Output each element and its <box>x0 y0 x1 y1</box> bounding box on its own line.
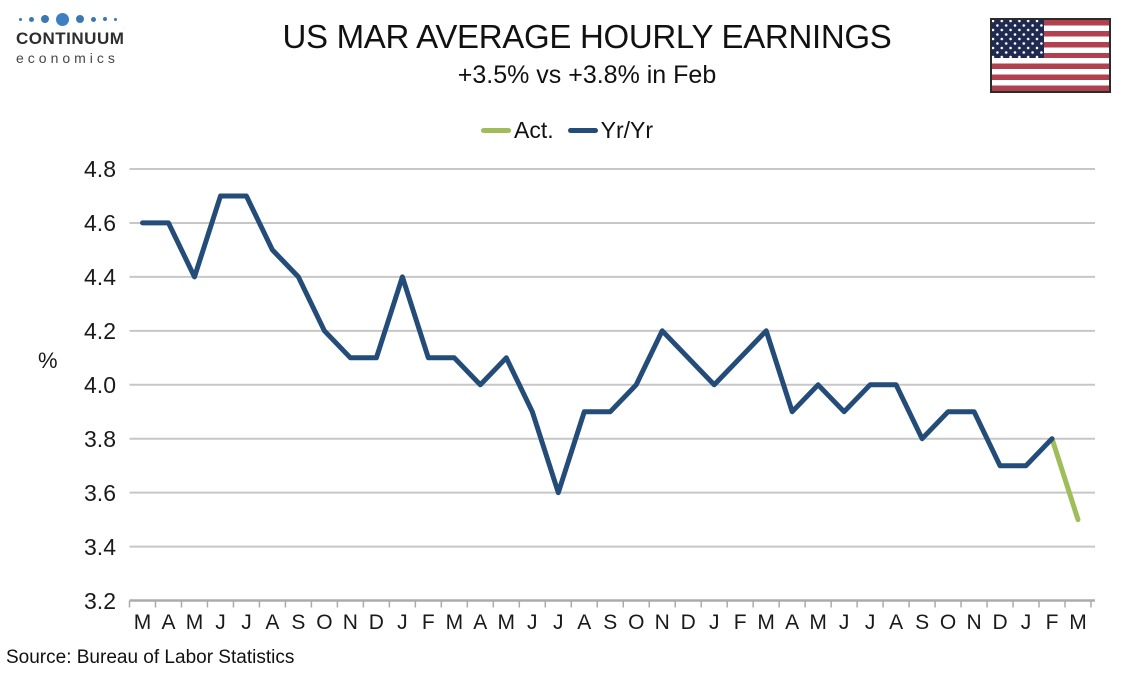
yryr-line <box>140 193 1055 496</box>
x-tick-label: A <box>785 611 800 634</box>
y-tick-label: 4.8 <box>84 156 116 182</box>
x-tick-label: J <box>708 611 720 634</box>
act-line-swatch-icon <box>480 127 511 134</box>
x-tick-label: A <box>473 611 488 634</box>
us-flag-icon <box>990 18 1111 93</box>
logo-brand-name: CONTINUUM <box>16 29 125 48</box>
x-tick-label: A <box>161 611 176 634</box>
x-tick-label: J <box>241 611 252 634</box>
x-tick-label: A <box>889 611 904 634</box>
x-tick-label: D <box>680 611 696 634</box>
us-flag-canton <box>992 20 1045 59</box>
x-tick-label: M <box>185 611 204 634</box>
x-tick-label: S <box>915 611 930 634</box>
yryr-line-swatch-icon <box>567 127 598 134</box>
x-tick-label: J <box>527 611 538 634</box>
x-tick-label: N <box>654 611 670 634</box>
y-axis-unit-label: % <box>38 348 58 373</box>
x-tick-label: J <box>215 611 226 634</box>
x-tick-label: S <box>603 611 618 634</box>
legend-label-yryr: Yr/Yr <box>600 117 653 143</box>
chart-title: US MAR AVERAGE HOURLY EARNINGS <box>282 18 892 55</box>
x-tick-label: M <box>133 611 152 634</box>
x-tick-label: M <box>497 611 516 634</box>
y-tick-label: 3.8 <box>84 425 116 452</box>
y-tick-label: 4.4 <box>84 263 116 290</box>
y-tick-label: 3.6 <box>84 479 116 506</box>
continuum-dots-icon <box>16 11 146 27</box>
x-tick-label: M <box>757 611 775 634</box>
chart-subtitle: +3.5% vs +3.8% in Feb <box>457 61 717 89</box>
x-tick-label: M <box>809 611 827 634</box>
x-tick-label: M <box>445 611 464 634</box>
x-tick-label: D <box>368 611 384 634</box>
act-line <box>1049 436 1081 523</box>
x-tick-label: N <box>966 611 982 634</box>
x-tick-label: J <box>553 611 564 634</box>
x-tick-label: O <box>939 611 957 634</box>
x-tick-label: N <box>342 611 358 634</box>
x-tick-label: A <box>265 611 280 634</box>
legend-item-act: Act. <box>480 117 554 144</box>
x-tick-label: A <box>577 611 592 634</box>
y-tick-label: 3.4 <box>84 533 116 560</box>
source-note: Source: Bureau of Labor Statistics <box>6 647 295 668</box>
legend-item-yryr: Yr/Yr <box>567 117 653 144</box>
chart-legend: Act. Yr/Yr <box>0 117 1134 144</box>
x-tick-label: S <box>291 611 306 634</box>
x-tick-label: D <box>992 611 1008 634</box>
y-tick-label: 4.6 <box>84 209 116 236</box>
x-tick-label: O <box>628 611 645 634</box>
x-tick-label: J <box>397 611 408 634</box>
x-tick-label: F <box>733 611 747 634</box>
x-tick-label: F <box>1045 611 1059 634</box>
x-tick-label: J <box>864 611 876 634</box>
continuum-logo: CONTINUUM economics <box>16 11 146 66</box>
y-tick-label: 3.2 <box>84 587 116 614</box>
y-tick-label: 4.0 <box>84 371 116 398</box>
x-tick-label: O <box>316 611 333 634</box>
legend-label-act: Act. <box>513 117 554 143</box>
x-tick-label: M <box>1069 611 1087 634</box>
x-tick-label: J <box>838 611 850 634</box>
logo-tagline: economics <box>16 50 119 66</box>
x-tick-label: F <box>421 611 435 634</box>
y-tick-label: 4.2 <box>84 317 116 344</box>
x-tick-label: J <box>1020 611 1032 634</box>
chart-header: US MAR AVERAGE HOURLY EARNINGS +3.5% vs … <box>40 18 1134 90</box>
